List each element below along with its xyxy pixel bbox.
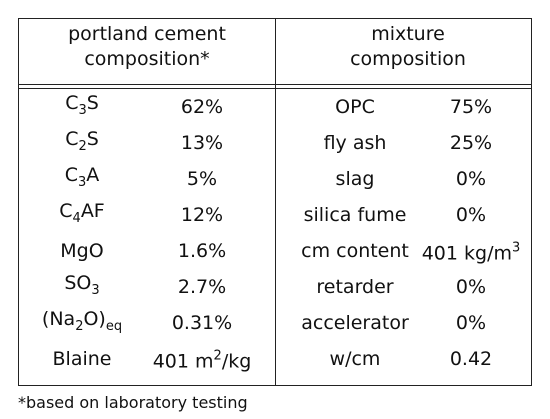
text: C	[65, 128, 79, 150]
text: (Na	[41, 308, 76, 330]
cell: 12%	[181, 203, 223, 227]
cell: 13%	[181, 131, 223, 155]
text: accelerator	[301, 312, 409, 334]
superscript: 3	[512, 240, 521, 256]
cell: C3S	[65, 91, 99, 123]
border	[531, 18, 532, 386]
text: 1.6%	[177, 240, 227, 262]
text: 0%	[455, 168, 487, 190]
subscript: 2	[78, 139, 87, 154]
subscript: 3	[78, 103, 87, 118]
cell: accelerator	[301, 311, 409, 335]
text: 0%	[455, 312, 487, 334]
superscript: 2	[213, 348, 222, 364]
text: /kg	[221, 350, 252, 373]
subscript: 2	[75, 319, 84, 334]
text: 75%	[449, 96, 493, 118]
cell: 2.7%	[178, 275, 226, 299]
cell: C4AF	[59, 199, 105, 231]
text: 2.7%	[177, 276, 227, 298]
text: fly ash	[323, 132, 387, 154]
cell: retarder	[316, 275, 393, 299]
text: w/cm	[329, 348, 381, 370]
cell: 0.31%	[172, 311, 232, 335]
text: 25%	[449, 132, 493, 154]
cell: 62%	[181, 95, 223, 119]
text: 13%	[180, 132, 224, 154]
divider	[18, 88, 532, 89]
cell: 0%	[456, 203, 486, 227]
divider	[275, 18, 276, 386]
subscript: 4	[72, 211, 81, 226]
cell: C3A	[65, 163, 100, 195]
text: 401 m	[152, 350, 214, 373]
text: Blaine	[52, 348, 112, 370]
text: 0%	[455, 204, 487, 226]
text: C	[65, 92, 79, 114]
text: S	[86, 92, 99, 114]
cell: 0%	[456, 167, 486, 191]
border	[18, 18, 19, 386]
text: SO	[64, 272, 92, 294]
text: C	[59, 200, 73, 222]
text: 62%	[180, 96, 224, 118]
cell: Blaine	[53, 347, 112, 371]
cell: 0.42	[450, 347, 492, 371]
text: AF	[80, 200, 105, 222]
subscript: 3	[91, 283, 100, 298]
cell: 5%	[187, 167, 217, 191]
cell: OPC	[335, 95, 375, 119]
cell: 401 kg/m3	[422, 237, 521, 266]
text: 5%	[186, 168, 218, 190]
text: 401 kg/m	[421, 242, 512, 265]
cell: SO3	[64, 271, 99, 303]
subscript: 3	[78, 175, 87, 190]
cell: w/cm	[330, 347, 381, 371]
cell: 0%	[456, 311, 486, 335]
subscript: eq	[105, 319, 123, 334]
cell: C2S	[65, 127, 99, 159]
header: portland cement composition*	[68, 23, 226, 70]
text: retarder	[316, 276, 394, 298]
text: cm content	[301, 240, 409, 262]
text: C	[64, 164, 78, 186]
text: 12%	[180, 204, 224, 226]
text: silica fume	[303, 204, 407, 226]
cell: MgO	[60, 239, 103, 263]
text: 0.31%	[171, 312, 233, 334]
cell: 0%	[456, 275, 486, 299]
cell: 25%	[450, 131, 492, 155]
cell: 1.6%	[178, 239, 226, 263]
text: A	[86, 164, 100, 186]
cell: fly ash	[324, 131, 387, 155]
footnote: *based on laboratory testing	[18, 393, 248, 412]
cell: 75%	[450, 95, 492, 119]
text: 0%	[455, 276, 487, 298]
text: slag	[335, 168, 375, 190]
header: mixture composition	[350, 23, 466, 70]
text: MgO	[60, 240, 104, 262]
text: O)	[83, 308, 106, 330]
text: S	[86, 128, 99, 150]
cell: slag	[336, 167, 375, 191]
divider	[18, 84, 532, 85]
cell: (Na2O)eq	[42, 307, 122, 339]
text: OPC	[335, 96, 375, 118]
cell: cm content	[301, 239, 409, 263]
cell: 401 m2/kg	[153, 345, 252, 374]
text: 0.42	[449, 348, 493, 370]
cell: silica fume	[304, 203, 407, 227]
